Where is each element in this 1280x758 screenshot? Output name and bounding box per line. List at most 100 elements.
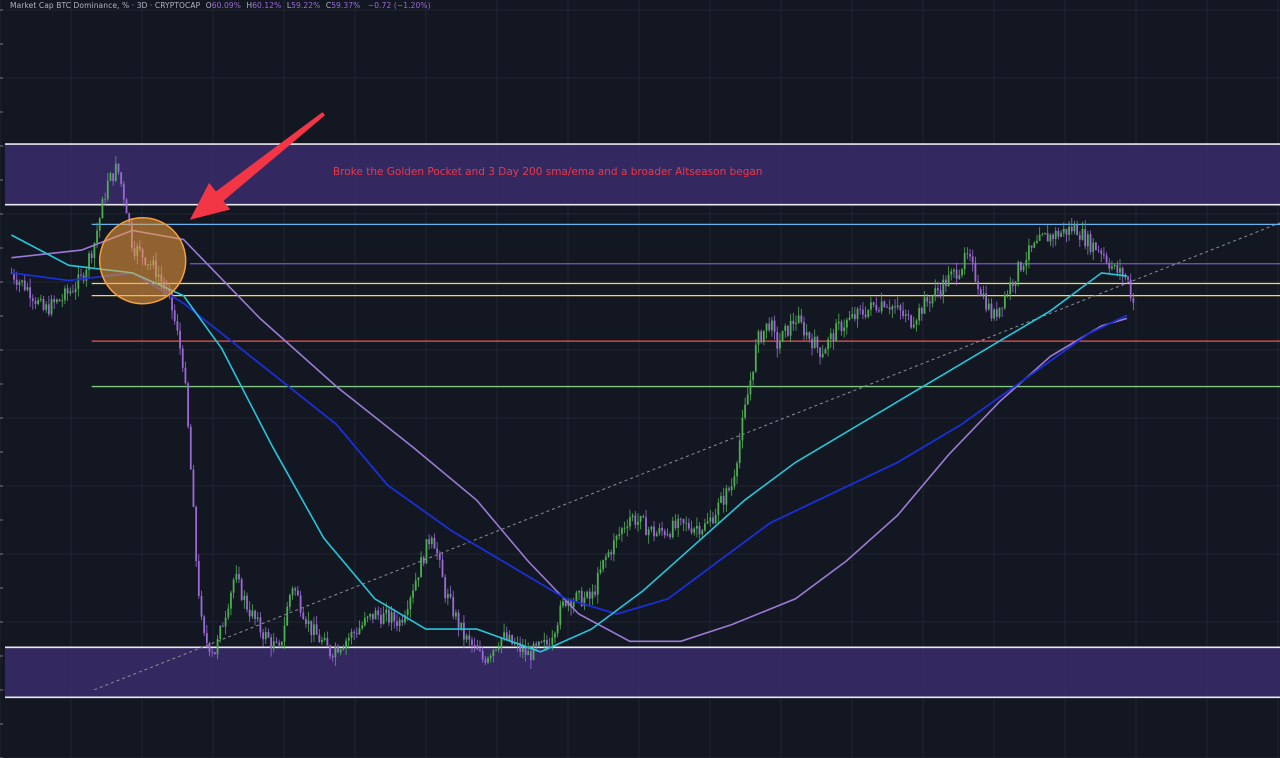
candle-body [722,496,725,505]
candle-body [444,577,447,599]
candle-body [307,620,310,624]
candle-body [184,367,187,384]
candle-body [342,647,345,650]
candle-body [886,306,888,308]
annotation-marks[interactable] [98,112,325,305]
candle-body [998,307,1001,317]
candle-body [171,291,173,311]
candles [10,156,1135,669]
candle-body [955,269,958,279]
candle-body [374,610,377,620]
golden-pocket-circle[interactable] [98,217,187,305]
candle-body [280,641,283,646]
candle-body [546,639,548,645]
candle-body [840,321,843,332]
candle-body [787,325,789,336]
candle-body [173,310,176,322]
candle-body [355,632,358,635]
candle-body [607,552,610,557]
candle-body [1057,230,1060,237]
candle-body [709,517,712,522]
candle-body [872,302,875,305]
candle-body [894,306,896,308]
candle-body [765,323,768,331]
candle-body [321,640,323,643]
candle-body [631,515,634,518]
candle-body [690,528,693,533]
candle-body [66,288,69,294]
candle-body [412,590,414,598]
candle-body [26,287,29,291]
trendline-dashed[interactable] [94,222,1280,691]
candle-body [371,613,374,620]
candle-body [189,426,192,470]
horizontal-levels[interactable] [91,223,1280,388]
candle-body [72,291,74,293]
candle-body [1020,261,1022,271]
candle-body [262,632,264,640]
candle-body [950,271,953,275]
candle-body [446,594,449,599]
candle-body [353,631,356,633]
candle-body [674,520,677,529]
candle-body [982,293,985,296]
candle-body [270,637,273,649]
candle-body [267,631,270,638]
candle-body [205,633,208,644]
candle-body [762,330,765,343]
candle-body [604,556,607,560]
candle-body [259,617,262,633]
candle-body [580,590,583,607]
candle-body [275,641,278,643]
candle-body [527,651,530,656]
candle-body [433,537,436,549]
candle-body [575,592,578,602]
candle-body [235,573,238,580]
candle-body [487,657,489,663]
candle-body [511,635,514,645]
candle-body [227,608,230,618]
candle-body [891,306,894,310]
candle-body [58,299,61,302]
candle-body [382,613,385,624]
candle-body [106,180,109,200]
candle-body [278,642,281,646]
candle-body [819,347,821,358]
candle-body [18,282,21,286]
annotation-text[interactable]: Broke the Golden Pocket and 3 Day 200 sm… [333,166,763,178]
candle-body [409,597,412,610]
candle-body [602,559,605,570]
symbol-title[interactable]: Market Cap BTC Dominance, % · 3D · CRYPT… [10,1,201,10]
candle-body [88,253,90,270]
candle-body [1089,234,1092,252]
low-value: 59.22% [291,1,321,10]
candle-body [179,330,181,349]
candle-body [98,218,101,231]
candle-body [926,297,929,302]
candle-body [538,641,540,646]
candle-body [1081,229,1084,240]
candle-body [720,496,722,503]
candle-body [96,230,98,243]
candle-body [425,539,428,564]
candle-body [639,516,642,522]
trendline[interactable] [94,222,1280,691]
candle-body [15,279,18,286]
candle-body [1111,266,1113,269]
candle-body [1009,282,1012,295]
candle-body [1017,261,1020,282]
candle-body [380,615,382,624]
candle-body [1100,250,1103,254]
candle-body [358,628,361,635]
candle-body [363,618,366,626]
candle-body [337,647,339,653]
annotation-arrow[interactable] [189,112,325,220]
candle-body [845,319,848,328]
candle-body [1033,242,1036,248]
candle-body [463,622,465,640]
candle-body [634,515,637,525]
candle-body [513,643,516,645]
candle-body [712,517,714,524]
candle-body [1076,224,1079,236]
